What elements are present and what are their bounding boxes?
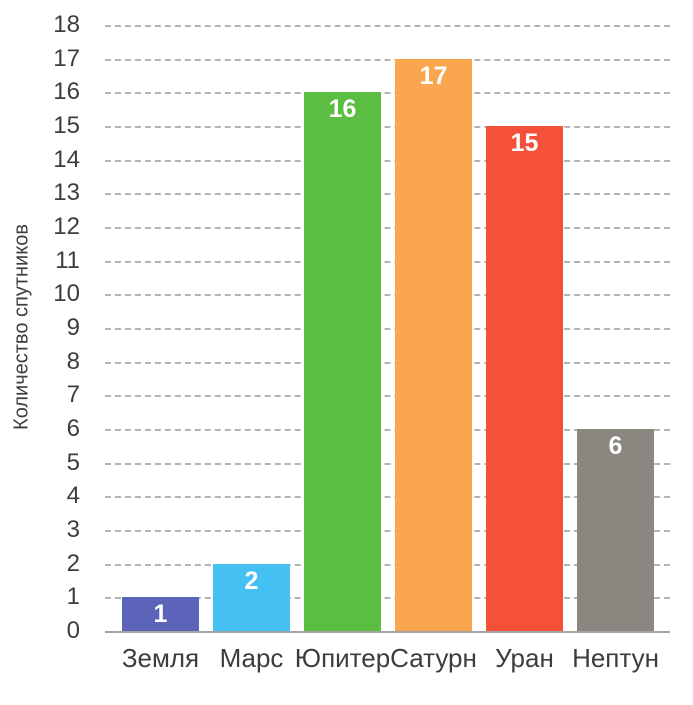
gridline (105, 395, 670, 398)
gridline (105, 260, 670, 263)
y-tick-label: 7 (66, 381, 80, 409)
gridline (105, 227, 670, 229)
x-tick-label: Марс (219, 643, 284, 673)
x-tick-label: Сатурн (390, 643, 477, 673)
bar-нептун: 6 (577, 429, 654, 631)
y-tick-label: 14 (53, 145, 80, 173)
gridline (105, 429, 670, 431)
gridline (105, 597, 670, 600)
bar-value-label: 16 (328, 95, 357, 124)
y-axis-ticks: 0 1 2 3 4 5 6 7 8 9 10 11 12 13 14 15 16 17 18 (0, 0, 80, 705)
y-tick-label: 12 (53, 213, 80, 240)
x-tick-label: Уран (495, 643, 554, 673)
bar-value-label: 6 (608, 432, 623, 460)
gridline (105, 126, 670, 128)
y-tick-label: 15 (53, 112, 80, 139)
gridline (105, 530, 670, 532)
bar-земля: 1 (122, 597, 199, 631)
x-axis-labels: Земля Марс Юпитер Сатурн Уран Нептун (0, 643, 693, 675)
gridline (105, 25, 670, 27)
gridline (105, 361, 670, 364)
bar-юпитер: 16 (304, 92, 381, 631)
gridline (105, 193, 670, 196)
y-tick-label: 6 (66, 415, 80, 442)
x-tick-label: Земля (121, 643, 200, 673)
gridline (105, 328, 670, 330)
gridline (105, 496, 670, 499)
gridline (105, 92, 670, 95)
x-tick-label: Нептун (572, 643, 659, 673)
gridline (105, 563, 670, 566)
y-tick-label: 9 (66, 314, 80, 341)
y-tick-label: 16 (53, 78, 80, 106)
bar-уран: 15 (486, 126, 563, 631)
y-tick-label: 0 (66, 617, 80, 644)
gridline (105, 294, 670, 297)
y-tick-label: 13 (53, 179, 80, 207)
y-tick-label: 2 (66, 549, 80, 577)
bar-сатурн: 17 (395, 58, 472, 631)
x-tick-label: Юпитер (294, 643, 391, 673)
bar-value-label: 15 (510, 129, 539, 157)
y-tick-label: 4 (66, 482, 80, 510)
y-tick-label: 8 (66, 347, 80, 375)
y-tick-label: 5 (66, 448, 80, 476)
bar-value-label: 1 (153, 600, 168, 629)
y-tick-label: 10 (53, 280, 80, 308)
bar-value-label: 2 (244, 566, 259, 595)
bar-value-label: 17 (419, 61, 448, 90)
gridline (105, 462, 670, 465)
plot-area: 1 2 16 17 15 6 (105, 25, 670, 633)
bar-марс: 2 (213, 563, 290, 631)
gridline (105, 159, 670, 162)
y-tick-label: 3 (66, 516, 80, 543)
y-tick-label: 18 (53, 11, 80, 38)
y-tick-label: 1 (66, 583, 80, 611)
gridline (105, 58, 670, 61)
y-tick-label: 11 (55, 246, 80, 274)
y-tick-label: 17 (53, 44, 80, 72)
